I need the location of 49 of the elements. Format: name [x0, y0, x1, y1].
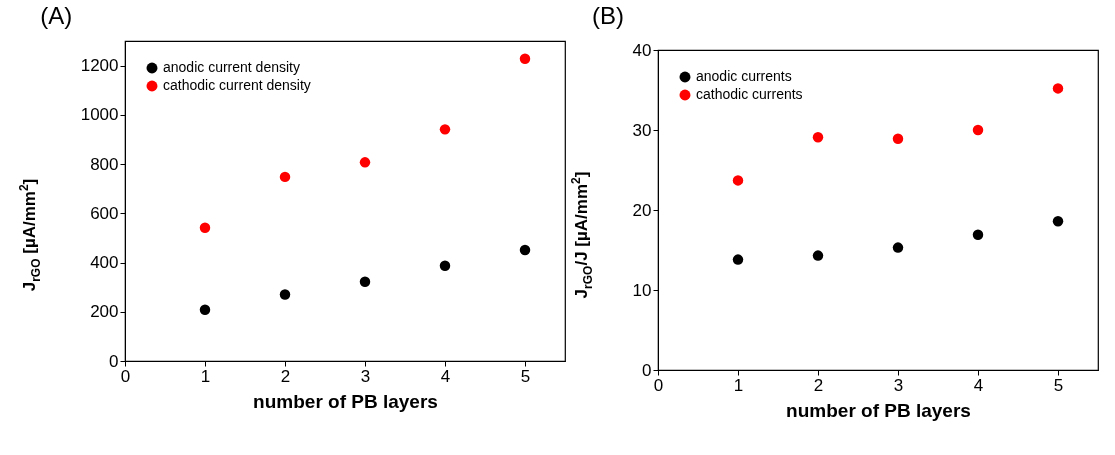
x-tick-label: 3 [360, 366, 371, 386]
x-tick-label: 4 [973, 375, 984, 395]
legend-label: anodic currents [696, 68, 792, 84]
point [439, 260, 451, 271]
point [732, 175, 744, 186]
point [972, 229, 984, 241]
point [279, 171, 291, 183]
y-tick-label: 800 [90, 154, 119, 174]
point [812, 250, 824, 261]
x-axis-title: number of PB layers [786, 399, 971, 421]
y-tick-label: 1200 [80, 56, 119, 76]
legend-label: cathodic currents [696, 86, 803, 102]
x-tick-label: 4 [440, 366, 451, 386]
point [519, 244, 531, 256]
point [972, 124, 984, 136]
y-tick-label: 200 [90, 302, 119, 322]
y-tick-label: 400 [90, 253, 119, 273]
y-tick-label: 0 [109, 351, 119, 371]
point [199, 304, 211, 316]
point [519, 53, 531, 64]
x-axis-title: number of PB layers [253, 390, 438, 412]
point [359, 157, 371, 168]
x-tick-label: 1 [200, 366, 211, 386]
x-tick-label: 3 [893, 375, 904, 395]
y-tick-label: 1000 [80, 105, 119, 125]
point [279, 289, 291, 300]
point [892, 133, 904, 145]
point [439, 124, 451, 135]
point [892, 242, 904, 253]
point [1052, 215, 1064, 227]
x-tick-label: 2 [280, 366, 291, 386]
x-tick-label: 5 [1053, 375, 1064, 395]
legend-label: anodic current density [163, 59, 300, 75]
point [732, 254, 744, 265]
legend-label: cathodic current density [163, 77, 311, 93]
y-tick-label: 600 [90, 203, 119, 223]
chart-title: (B) [592, 2, 625, 29]
y-tick-label: 30 [632, 120, 652, 140]
point [812, 131, 824, 143]
x-tick-label: 5 [520, 366, 531, 386]
point [359, 276, 371, 287]
chart-title: (A) [40, 2, 73, 29]
y-tick-label: 20 [632, 200, 652, 220]
point [199, 222, 211, 234]
x-tick-label: 2 [813, 375, 824, 395]
x-tick-label: 1 [733, 375, 744, 395]
y-tick-label: 10 [632, 280, 652, 300]
y-tick-label: 40 [632, 40, 652, 60]
point [1052, 83, 1064, 94]
